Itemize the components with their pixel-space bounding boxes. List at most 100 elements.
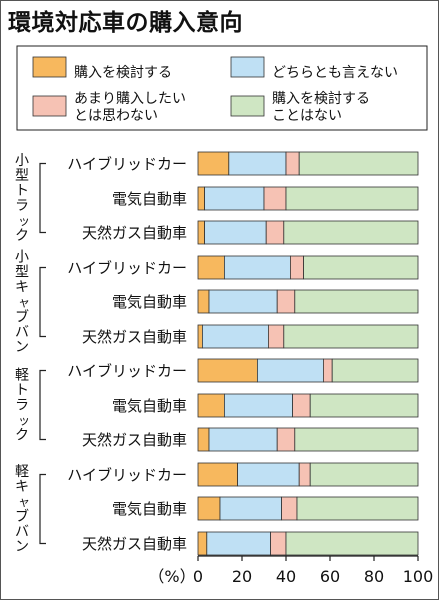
- row-label: ハイブリッドカー: [67, 259, 187, 277]
- group-label-char: ャ: [18, 295, 30, 309]
- row-label: ハイブリッドカー: [67, 362, 187, 380]
- bar-segment: [309, 462, 419, 487]
- legend-swatch: [32, 95, 67, 117]
- row-label: 電気自動車: [112, 500, 187, 518]
- bar-segment: [294, 289, 419, 314]
- bar-segment: [219, 496, 282, 521]
- legend-swatch: [230, 95, 265, 117]
- bar-segment: [283, 220, 419, 245]
- bar-segment: [197, 496, 221, 521]
- bar-segment: [201, 324, 269, 349]
- group-bracket: [39, 369, 46, 441]
- bar-segment: [256, 358, 324, 383]
- bar-segment: [263, 186, 287, 211]
- group-label-char: ラ: [15, 198, 29, 214]
- x-tick-label: 40: [276, 567, 296, 586]
- bar-segment: [331, 358, 419, 383]
- row-label: 天然ガス自動車: [82, 535, 187, 553]
- bar-segment: [204, 186, 265, 211]
- legend-box: [16, 45, 428, 131]
- group-label-char: バ: [15, 524, 29, 540]
- x-tick-label: 80: [364, 567, 384, 586]
- bar-segment: [270, 531, 287, 556]
- bar-segment: [197, 427, 210, 452]
- bar-segment: [197, 393, 225, 418]
- bar-segment: [237, 462, 300, 487]
- group-bracket: [39, 162, 46, 234]
- legend-label: あまり購入したいとは思わない: [74, 91, 186, 124]
- row-label: 天然ガス自動車: [82, 431, 187, 449]
- group-label-char: 軽: [15, 367, 29, 383]
- x-tick-label: 60: [320, 567, 340, 586]
- chart-title: 環境対応車の購入意向: [8, 10, 243, 36]
- row-label: 天然ガス自動車: [82, 328, 187, 346]
- bar-segment: [298, 151, 419, 176]
- bar-segment: [281, 496, 298, 521]
- group-label-char: キ: [15, 279, 29, 295]
- bar-segment: [298, 462, 311, 487]
- bar-segment: [289, 255, 304, 280]
- row-label: ハイブリッドカー: [67, 155, 187, 173]
- group-label-char: ク: [15, 228, 29, 244]
- group-label-char: ッ: [18, 214, 30, 228]
- bar-segment: [208, 427, 278, 452]
- bar-segment: [197, 462, 238, 487]
- bar-segment: [285, 151, 300, 176]
- row-label: 電気自動車: [112, 397, 187, 415]
- group-label-char: ブ: [15, 308, 29, 325]
- bar-segment: [283, 324, 419, 349]
- legend-label: どちらとも言えない: [272, 65, 398, 81]
- group-label-char: ン: [15, 539, 29, 555]
- group-label-char: キ: [15, 479, 29, 495]
- bar-segment: [285, 531, 419, 556]
- bar-segment: [296, 496, 419, 521]
- group-label-char: 型: [15, 264, 29, 280]
- bar-segment: [267, 324, 285, 349]
- row-label: 電気自動車: [112, 190, 187, 208]
- legend-swatch: [32, 56, 67, 78]
- bar-segment: [285, 186, 419, 211]
- x-tick-label: 0: [193, 567, 203, 586]
- group-label-char: ャ: [18, 495, 30, 509]
- group-label-char: ブ: [15, 508, 29, 525]
- bar-segment: [322, 358, 333, 383]
- group-label-char: ラ: [15, 397, 29, 413]
- bar-segment: [303, 255, 419, 280]
- group-label-char: ッ: [18, 413, 30, 427]
- bar-segment: [223, 255, 291, 280]
- bar-segment: [197, 220, 205, 245]
- group-label-char: 軽: [15, 464, 29, 480]
- bar-segment: [197, 358, 258, 383]
- group-label-char: 型: [15, 168, 29, 184]
- bar-segment: [292, 393, 311, 418]
- group-label-char: ク: [15, 427, 29, 443]
- bar-segment: [197, 289, 210, 314]
- legend-label: 購入を検討することはない: [272, 91, 370, 124]
- x-tick-label: 100: [403, 567, 434, 586]
- group-bracket: [39, 266, 46, 338]
- row-label: ハイブリッドカー: [67, 466, 187, 484]
- bar-segment: [197, 255, 225, 280]
- row-label: 天然ガス自動車: [82, 224, 187, 242]
- group-label-char: 小: [15, 249, 29, 265]
- group-label-char: 小: [15, 153, 29, 169]
- bar-segment: [204, 220, 267, 245]
- bar-segment: [208, 289, 278, 314]
- group-bracket: [39, 473, 46, 545]
- bar-segment: [197, 531, 208, 556]
- bar-segment: [265, 220, 285, 245]
- group-label-char: ト: [15, 382, 29, 398]
- bar-segment: [197, 186, 205, 211]
- bar-segment: [309, 393, 419, 418]
- group-label-char: バ: [15, 324, 29, 340]
- group-label-char: ト: [15, 183, 29, 199]
- row-label: 電気自動車: [112, 293, 187, 311]
- x-axis-label: （%）: [148, 567, 195, 586]
- legend-label: 購入を検討する: [74, 65, 172, 81]
- bar-segment: [276, 289, 296, 314]
- bar-segment: [294, 427, 419, 452]
- bar-segment: [223, 393, 293, 418]
- legend-swatch: [230, 56, 265, 78]
- bar-segment: [228, 151, 287, 176]
